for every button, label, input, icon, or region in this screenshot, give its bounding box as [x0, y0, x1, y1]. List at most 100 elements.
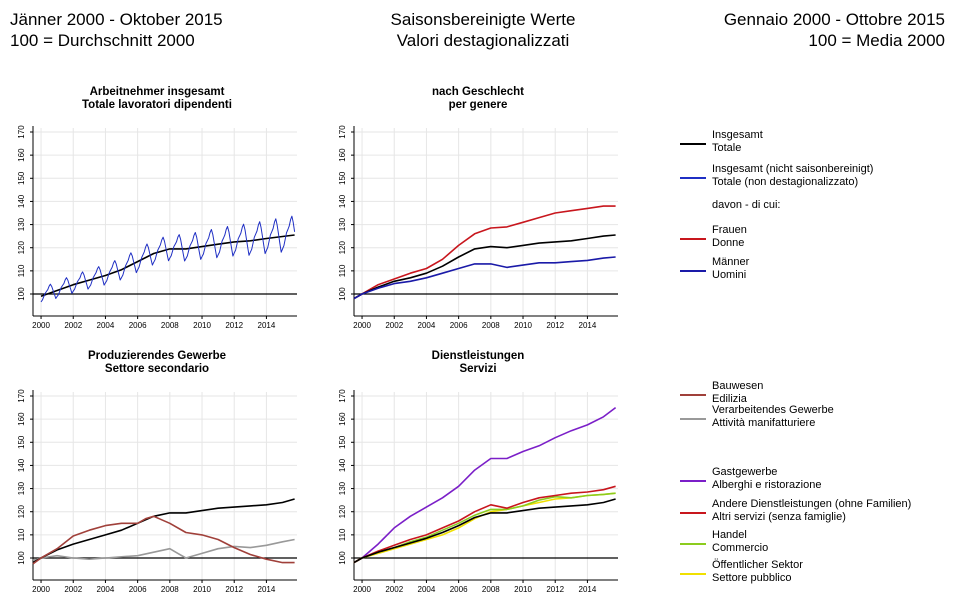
legend-item: Andere Dienstleistungen (ohne Familien)A… [680, 498, 911, 523]
x-tick-label: 2010 [514, 585, 532, 594]
chart-title-line: Dienstleistungen [432, 350, 525, 362]
header-center-line2: Valori destagionalizzati [396, 31, 570, 50]
series-line-1 [353, 406, 617, 564]
chart-title-line: nach Geschlecht [432, 86, 524, 98]
legend-label: Alberghi e ristorazione [712, 479, 821, 491]
x-tick-label: 2006 [129, 585, 147, 594]
x-tick-label: 2002 [64, 321, 82, 330]
chart-title-line: Servizi [459, 363, 496, 375]
legend-label: Attività manifatturiere [712, 417, 815, 429]
legend-label: davon - di cui: [712, 199, 780, 211]
y-tick-label: 110 [17, 528, 26, 541]
series-line-1 [40, 234, 295, 298]
chart-title-line: Arbeitnehmer insgesamt [90, 86, 225, 98]
header-right-line1: Gennaio 2000 - Ottobre 2015 [723, 10, 945, 29]
legend-label: Verarbeitendes Gewerbe [712, 404, 834, 416]
x-tick-label: 2012 [546, 321, 564, 330]
y-tick-label: 160 [338, 148, 347, 162]
header-left-line1: Jänner 2000 - Oktober 2015 [10, 10, 223, 29]
x-tick-label: 2000 [32, 585, 50, 594]
legend-label: Donne [712, 237, 744, 249]
y-tick-label: 140 [17, 194, 26, 208]
series-line-3 [32, 515, 295, 565]
series-line-1 [353, 205, 616, 300]
legend-label: Insgesamt [712, 129, 763, 141]
legend-label: Männer [712, 256, 750, 268]
legend-label: Uomini [712, 269, 746, 281]
legend-label: Bauwesen [712, 380, 763, 392]
header-left: Jänner 2000 - Oktober 2015 100 = Durchsc… [10, 9, 223, 51]
legend-label: Andere Dienstleistungen (ohne Familien) [712, 498, 911, 510]
y-tick-label: 110 [338, 528, 347, 541]
x-tick-label: 2008 [161, 585, 179, 594]
x-tick-label: 2012 [546, 585, 564, 594]
legend-label: Gastgewerbe [712, 466, 777, 478]
y-tick-label: 160 [338, 412, 347, 426]
series-line-2 [40, 215, 296, 303]
y-tick-label: 170 [338, 125, 347, 139]
x-tick-label: 2014 [579, 321, 597, 330]
legend-label: Altri servizi (senza famiglie) [712, 511, 846, 523]
legend-label: Commercio [712, 542, 768, 554]
series-line-1 [32, 538, 295, 562]
x-tick-label: 2014 [258, 585, 276, 594]
y-tick-label: 150 [17, 435, 26, 449]
y-tick-label: 100 [338, 551, 347, 565]
x-tick-label: 2008 [482, 585, 500, 594]
series-line-2 [32, 498, 295, 564]
y-tick-label: 130 [17, 217, 26, 231]
x-tick-label: 2010 [514, 321, 532, 330]
x-tick-label: 2002 [385, 585, 403, 594]
x-tick-label: 2004 [418, 321, 436, 330]
y-tick-label: 170 [17, 389, 26, 403]
legend-label: Settore pubblico [712, 572, 792, 584]
x-tick-label: 2012 [225, 585, 243, 594]
header-left-line2: 100 = Durchschnitt 2000 [10, 31, 195, 50]
legend-label: Insgesamt (nicht saisonbereinigt) [712, 163, 873, 175]
y-tick-label: 100 [338, 287, 347, 301]
legend-label: Totale (non destagionalizzato) [712, 176, 858, 188]
x-tick-label: 2006 [450, 321, 468, 330]
y-tick-label: 150 [338, 435, 347, 449]
y-tick-label: 160 [17, 148, 26, 162]
x-tick-label: 2008 [482, 321, 500, 330]
legend-item: Insgesamt (nicht saisonbereinigt)Totale … [680, 163, 873, 188]
legend-label: Handel [712, 529, 747, 541]
y-tick-label: 120 [17, 504, 26, 518]
y-tick-label: 140 [17, 458, 26, 472]
x-tick-label: 2010 [193, 585, 211, 594]
y-tick-label: 160 [17, 412, 26, 426]
legend-item: davon - di cui: [712, 199, 780, 211]
x-tick-label: 2010 [193, 321, 211, 330]
y-tick-label: 140 [338, 458, 347, 472]
header-right: Gennaio 2000 - Ottobre 2015 100 = Media … [724, 9, 945, 51]
y-tick-label: 120 [338, 240, 347, 254]
series-line-5 [353, 498, 616, 564]
chart-title-line: per genere [449, 99, 508, 111]
y-tick-label: 120 [17, 240, 26, 254]
x-tick-label: 2006 [450, 585, 468, 594]
y-tick-label: 130 [338, 481, 347, 495]
series-line-2 [353, 234, 616, 300]
x-tick-label: 2000 [353, 321, 371, 330]
x-tick-label: 2008 [161, 321, 179, 330]
x-tick-label: 2000 [353, 585, 371, 594]
y-tick-label: 140 [338, 194, 347, 208]
chart-title-line: Settore secondario [105, 363, 209, 375]
legend-label: Totale [712, 142, 741, 154]
y-tick-label: 130 [17, 481, 26, 495]
chart-title-line: Produzierendes Gewerbe [88, 350, 226, 362]
header-center-line1: Saisonsbereinigte Werte [390, 10, 576, 29]
header-right-line2: 100 = Media 2000 [808, 31, 945, 50]
